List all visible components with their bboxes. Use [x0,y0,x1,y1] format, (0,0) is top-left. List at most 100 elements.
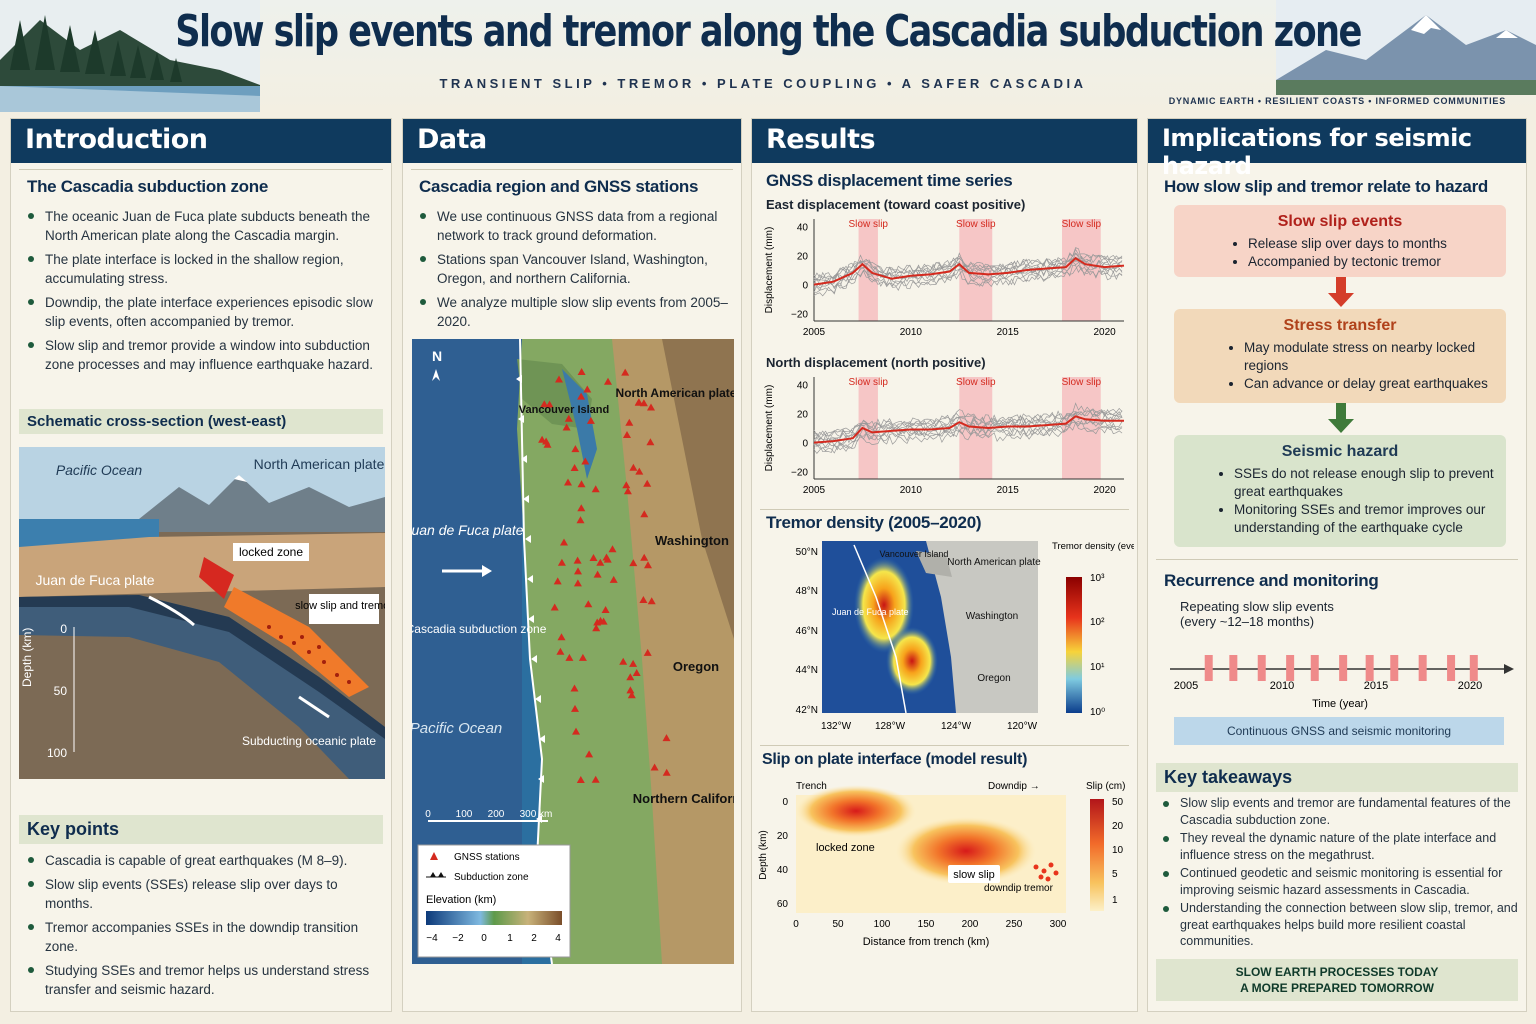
recurrence-bars [1204,655,1478,681]
map-juan-label: Juan de Fuca plate [412,522,524,538]
stress-transfer-box: Stress transfer May modulate stress on n… [1174,309,1506,403]
slow-slip-event-bar [1310,655,1319,681]
gnss-station-marker [577,480,586,488]
gnss-station-marker [602,553,611,561]
elevation-tick: 1 [507,933,513,944]
tremor-juan-label: Juan de Fuca plate [832,607,909,617]
gnss-station-marker [565,653,574,661]
slip-trench-label: Trench [796,781,827,792]
gnss-station-marker [629,463,638,471]
gnss-station-marker [625,418,634,426]
gnss-station-markers [538,368,671,783]
timeline-xlabel: Time (year) [1312,698,1368,710]
gnss-station-marker [570,464,579,471]
gnss-station-marker [640,510,649,518]
gnss-station-marker [623,487,632,495]
gnss-station-marker [650,763,659,771]
gnss-station-marker [647,403,655,411]
slow-slip-event-bar [1229,655,1238,681]
list-item: Accompanied by tectonic tremor [1248,253,1496,271]
x-tick-label: 2005 [803,485,826,496]
box-title: Seismic hazard [1281,443,1399,460]
slip-x-tick: 100 [874,919,891,930]
list-item: Understanding the connection between slo… [1160,900,1518,950]
gnss-station-marker [619,657,628,665]
gnss-station-marker [564,414,573,422]
gnss-station-marker [604,377,612,385]
gnss-station-marker [639,596,648,603]
gnss-station-marker [596,558,605,566]
slip-x-tick: 150 [918,919,935,930]
scale-tick: 0 [425,809,431,820]
gnss-station-marker [622,481,631,489]
gnss-station-marker [626,673,635,681]
list-item: Can advance or delay great earthquakes [1244,375,1496,393]
slip-cbar-tick: 50 [1112,797,1124,808]
tremor-vancouver-label: Vancouver Island [880,549,949,559]
pacific-ocean-label: Pacific Ocean [56,462,143,478]
north-american-label: North American plate [254,456,385,472]
gnss-station-marker [592,624,601,632]
recurrence-title: Recurrence and monitoring [1164,571,1379,590]
list-item: Release slip over days to months [1248,235,1496,253]
gnss-station-marker [557,633,566,641]
gnss-station-marker [585,750,594,758]
slip-cbar-tick: 20 [1112,821,1124,832]
map-cascadia-label: Cascadia subduction zone [412,622,547,636]
y-tick-label: 20 [797,251,809,262]
x-tick-label: 2005 [803,327,826,338]
takeaways-title: Key takeaways [1156,763,1518,792]
x-tick-label: 2020 [1094,327,1117,338]
scale-tick: 200 [488,809,505,820]
mountain-illustration [1276,0,1536,95]
gnss-station-marker [538,435,547,443]
mean-displacement-line [813,415,1124,444]
slow-slip-label: Slow slip [1062,377,1102,388]
key-points-list: Cascadia is capable of great earthquakes… [25,851,383,1004]
lat-tick: 48°N [796,586,818,597]
north-arrow-icon: N [432,348,442,364]
gnss-station-marker [644,561,652,569]
slow-slip-event-bar [1447,655,1456,681]
slow-slip-event-bar [1204,655,1213,681]
header-banner: Slow slip events and tremor along the Ca… [0,0,1536,112]
slip-title: Slip on plate interface (model result) [762,751,1028,768]
lon-tick: 124°W [941,721,972,732]
slow-slip-label: Slow slip [849,377,889,388]
elevation-tick: −2 [452,933,464,944]
gnss-station-marker [627,691,636,699]
gnss-station-marker [570,684,579,692]
slip-x-tick: 200 [962,919,979,930]
list-item: SSEs do not release enough slip to preve… [1234,465,1496,501]
gnss-station-marker [577,368,586,375]
introduction-heading: Introduction [11,119,391,163]
elevation-tick: −4 [426,933,438,944]
tremor-cbar-tick: 10⁰ [1090,707,1105,718]
mean-displacement-line [813,257,1125,286]
gnss-station-marker [629,559,638,567]
page-subtitle: TRANSIENT SLIP • TREMOR • PLATE COUPLING… [439,76,1087,91]
takeaways-list: Slow slip events and tremor are fundamen… [1160,795,1518,952]
data-bullets: We use continuous GNSS data from a regio… [417,207,735,336]
map-washington-label: Washington [655,533,729,548]
slip-depth-tick: 40 [777,865,789,876]
gnss-station-marker [623,431,631,438]
gnss-station-marker [560,538,568,546]
slow-slip-event-bar [1390,655,1399,681]
lon-tick: 128°W [875,721,906,732]
implications-heading: Implications for seismic hazard [1148,119,1526,180]
gnss-station-marker [564,478,572,486]
gnss-station-marker [589,554,598,561]
recurrence-timeline: 2005 2010 2015 2020 Time (year) [1170,655,1514,710]
station-trace [813,412,1123,445]
elevation-tick: 2 [531,933,537,944]
slow-slip-label: Slow slip [849,219,889,230]
elevation-tick: 0 [481,933,487,944]
timeline-year: 2010 [1270,680,1294,692]
data-heading: Data [403,119,741,163]
gnss-station-marker [634,398,643,406]
y-tick-label: 40 [797,380,809,391]
lon-tick: 132°W [821,721,852,732]
gnss-station-marker [577,504,586,512]
seismic-hazard-box: Seismic hazard SSEs do not release enoug… [1174,435,1506,547]
